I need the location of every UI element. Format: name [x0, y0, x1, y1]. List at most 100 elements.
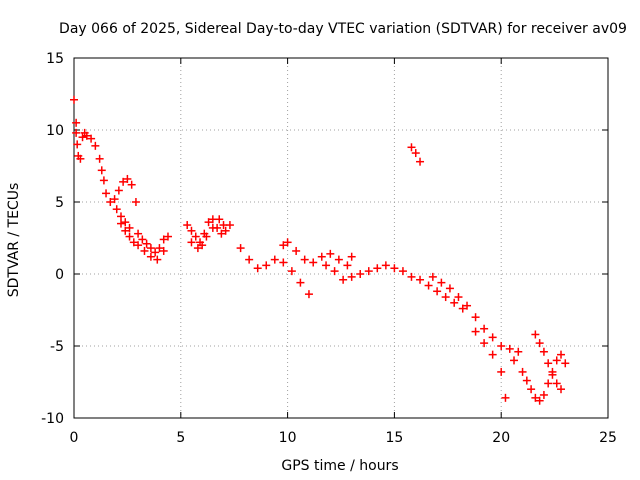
data-point — [191, 232, 200, 241]
data-point — [219, 221, 228, 230]
x-tick-label: 5 — [176, 430, 185, 446]
data-point — [114, 186, 123, 195]
data-point — [97, 166, 106, 175]
data-point — [217, 229, 226, 238]
data-point — [127, 180, 136, 189]
data-point — [334, 255, 343, 264]
data-point — [441, 293, 450, 302]
data-point — [119, 177, 128, 186]
data-point — [488, 350, 497, 359]
data-point — [193, 244, 202, 253]
data-point — [129, 238, 138, 247]
y-tick-label: -10 — [41, 411, 64, 427]
data-point — [544, 359, 553, 368]
data-point — [531, 393, 540, 402]
x-axis-label: GPS time / hours — [281, 458, 398, 474]
data-point — [253, 264, 262, 273]
data-point — [208, 223, 217, 232]
data-point — [433, 287, 442, 296]
data-point — [202, 232, 211, 241]
data-point — [488, 333, 497, 342]
y-tick-label: 0 — [55, 267, 64, 283]
data-point — [221, 226, 230, 235]
data-point — [390, 264, 399, 273]
data-point — [155, 244, 164, 253]
data-point — [407, 143, 416, 152]
data-point — [292, 246, 301, 255]
data-point — [535, 396, 544, 405]
y-tick-label: 5 — [55, 195, 64, 211]
data-point — [204, 218, 213, 227]
y-tick-label: 10 — [46, 123, 64, 139]
data-point — [138, 235, 147, 244]
data-point — [437, 278, 446, 287]
data-point — [557, 385, 566, 394]
data-point — [151, 248, 160, 257]
data-point — [544, 379, 553, 388]
data-series — [70, 95, 570, 405]
data-point — [522, 376, 531, 385]
data-point — [131, 198, 140, 206]
data-point — [123, 174, 132, 183]
data-point — [364, 267, 373, 276]
data-point — [287, 267, 296, 276]
data-point — [187, 238, 196, 247]
data-point — [428, 272, 437, 281]
chart-title: Day 066 of 2025, Sidereal Day-to-day VTE… — [59, 21, 627, 37]
data-point — [279, 258, 288, 267]
data-point — [125, 223, 134, 232]
x-tick-label: 15 — [385, 430, 403, 446]
data-point — [82, 131, 91, 140]
data-point — [283, 238, 292, 247]
data-point — [381, 261, 390, 270]
data-point — [343, 261, 352, 270]
data-point — [411, 149, 420, 158]
data-point — [497, 367, 506, 376]
data-point — [134, 229, 143, 238]
data-point — [450, 298, 459, 307]
data-point — [309, 258, 318, 267]
data-point — [373, 264, 382, 273]
data-point — [480, 324, 489, 333]
data-point — [326, 249, 335, 258]
data-point — [527, 385, 536, 394]
x-tick-label: 20 — [492, 430, 510, 446]
data-point — [535, 339, 544, 348]
data-point — [78, 133, 87, 142]
data-point — [198, 241, 207, 250]
data-point — [183, 221, 192, 230]
data-point — [163, 232, 172, 241]
data-point — [552, 379, 561, 388]
data-point — [106, 198, 115, 206]
y-tick-label: 15 — [46, 51, 64, 67]
x-tick-label: 10 — [279, 430, 297, 446]
data-point — [480, 339, 489, 348]
data-point — [317, 252, 326, 261]
axis-ticks: 0 5 10 15 20 25 -10 -5 0 5 10 15 — [41, 51, 617, 446]
y-axis-label: SDTVAR / TECUs — [6, 183, 22, 298]
data-point — [300, 255, 309, 264]
data-point — [236, 244, 245, 253]
data-point — [304, 290, 313, 299]
data-point — [501, 393, 510, 402]
data-point — [95, 154, 104, 163]
data-point — [445, 284, 454, 293]
data-point — [339, 275, 348, 284]
data-point — [91, 141, 100, 150]
data-point — [159, 246, 168, 255]
data-point — [458, 304, 467, 313]
data-point — [557, 350, 566, 359]
data-point — [356, 270, 365, 278]
data-point — [454, 293, 463, 302]
data-point — [416, 275, 425, 284]
data-point — [73, 140, 82, 149]
data-point — [159, 235, 168, 244]
data-point — [121, 218, 130, 227]
data-point — [110, 195, 119, 204]
grid — [74, 58, 608, 418]
data-point — [539, 347, 548, 356]
data-point — [505, 344, 514, 353]
data-point — [471, 313, 480, 322]
data-point — [347, 252, 356, 261]
